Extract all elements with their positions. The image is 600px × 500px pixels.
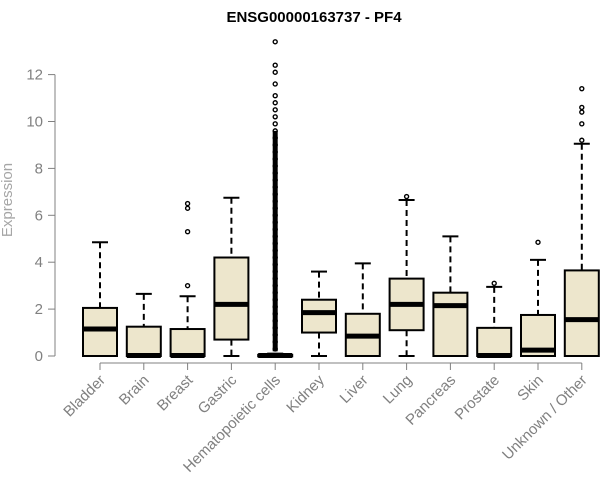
- box-iqr: [476, 326, 513, 357]
- box-unknown-other: [563, 85, 600, 357]
- y-tick-label: 4: [35, 254, 43, 271]
- chart-title: ENSG00000163737 - PF4: [226, 9, 402, 26]
- y-tick-label: 2: [35, 301, 43, 318]
- box-iqr: [301, 298, 337, 334]
- box-pancreas: [432, 235, 469, 357]
- y-tick-label: 8: [35, 160, 43, 177]
- outlier-dense-band: [272, 130, 278, 352]
- outlier-point: [579, 109, 585, 115]
- box-skin: [520, 239, 556, 357]
- outlier-point: [272, 114, 278, 120]
- x-tick-label: Kidney: [283, 371, 328, 416]
- y-tick-label: 12: [26, 67, 43, 84]
- box-series: [82, 39, 600, 359]
- outlier-point: [272, 93, 278, 99]
- box-iqr: [169, 328, 206, 358]
- x-tick-label: Bladder: [60, 372, 109, 421]
- x-tick-label: Prostate: [451, 372, 503, 424]
- x-tick-label: Lung: [380, 372, 416, 408]
- x-tick-label: Breast: [154, 371, 197, 414]
- box-brain: [125, 292, 162, 359]
- outlier-point: [535, 239, 541, 245]
- y-tick-label: 10: [26, 114, 43, 131]
- box-iqr: [432, 291, 469, 357]
- outlier-point: [491, 280, 497, 287]
- outlier-point: [184, 200, 191, 207]
- outlier-point: [272, 100, 278, 106]
- outlier-point: [272, 121, 278, 127]
- box-iqr: [563, 269, 600, 357]
- outlier-point: [272, 39, 278, 45]
- x-tick-label: Brain: [116, 372, 153, 409]
- outlier-point: [272, 69, 278, 75]
- outlier-point: [184, 205, 191, 211]
- y-tick-label: 6: [35, 207, 43, 224]
- outlier-point: [579, 121, 585, 127]
- outlier-point: [272, 81, 278, 87]
- x-tick-label: Skin: [514, 372, 547, 405]
- outlier-point: [272, 62, 278, 68]
- box-iqr: [213, 256, 250, 341]
- outlier-point: [403, 193, 410, 200]
- outlier-point: [579, 104, 585, 111]
- y-axis-label: Expression: [0, 163, 16, 237]
- box-lung: [388, 193, 425, 357]
- box-iqr: [125, 325, 162, 357]
- x-tick-label: Liver: [337, 372, 372, 407]
- box-bladder: [82, 241, 118, 357]
- box-breast: [169, 200, 206, 359]
- box-gastric: [213, 196, 250, 357]
- box-prostate: [476, 280, 513, 359]
- outlier-point: [579, 85, 585, 92]
- y-axis: 0 2 4 6 8 10 12: [26, 67, 56, 365]
- box-kidney: [301, 270, 337, 357]
- y-tick-label: 0: [35, 348, 43, 365]
- box-liver: [344, 262, 381, 358]
- outlier-point: [184, 229, 191, 235]
- box-iqr: [82, 306, 118, 357]
- outlier-point: [579, 137, 585, 143]
- outlier-point: [272, 107, 278, 113]
- outlier-point: [184, 282, 191, 289]
